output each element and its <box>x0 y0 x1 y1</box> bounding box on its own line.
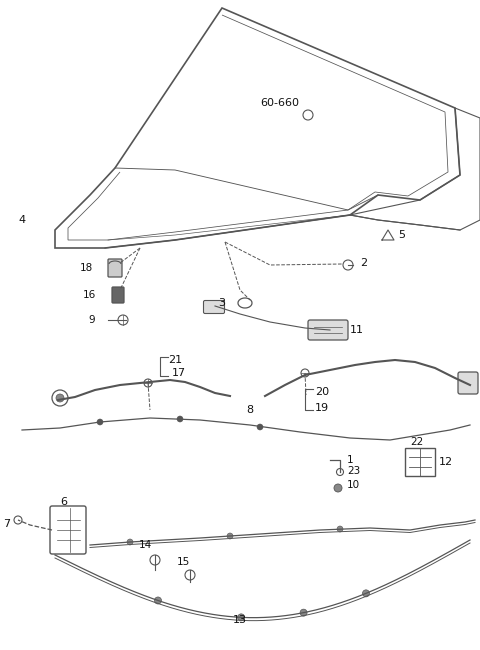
Text: 3: 3 <box>218 298 225 308</box>
Circle shape <box>337 526 343 532</box>
Text: 14: 14 <box>138 540 152 550</box>
Text: 1: 1 <box>347 455 354 465</box>
Text: 8: 8 <box>246 405 253 415</box>
FancyBboxPatch shape <box>405 448 435 476</box>
Text: 7: 7 <box>3 519 10 529</box>
Text: 15: 15 <box>176 557 190 567</box>
Text: 11: 11 <box>350 325 364 335</box>
Text: 19: 19 <box>315 403 329 413</box>
FancyBboxPatch shape <box>108 259 122 277</box>
Text: 12: 12 <box>439 457 453 467</box>
Circle shape <box>177 416 183 422</box>
Text: 17: 17 <box>172 368 186 378</box>
Text: 2: 2 <box>360 258 367 268</box>
Circle shape <box>257 424 263 430</box>
Circle shape <box>238 614 245 621</box>
FancyBboxPatch shape <box>204 300 225 313</box>
Circle shape <box>300 609 307 616</box>
FancyBboxPatch shape <box>458 372 478 394</box>
FancyBboxPatch shape <box>308 320 348 340</box>
Text: 21: 21 <box>168 355 182 365</box>
FancyBboxPatch shape <box>50 506 86 554</box>
Circle shape <box>362 590 370 597</box>
Circle shape <box>155 597 161 604</box>
Circle shape <box>97 419 103 425</box>
Text: 16: 16 <box>83 290 96 300</box>
Text: 13: 13 <box>233 615 247 625</box>
Text: 20: 20 <box>315 387 329 397</box>
Text: 22: 22 <box>410 437 423 447</box>
Circle shape <box>227 533 233 539</box>
Text: 23: 23 <box>347 466 360 476</box>
Text: 6: 6 <box>60 497 68 507</box>
Text: 4: 4 <box>18 215 25 225</box>
Circle shape <box>127 539 133 545</box>
Text: 9: 9 <box>88 315 95 325</box>
Text: 18: 18 <box>80 263 93 273</box>
Text: 5: 5 <box>398 230 405 240</box>
Text: 10: 10 <box>347 480 360 490</box>
Circle shape <box>56 394 64 402</box>
Circle shape <box>334 484 342 492</box>
Text: 60-660: 60-660 <box>261 98 300 108</box>
FancyBboxPatch shape <box>112 287 124 303</box>
